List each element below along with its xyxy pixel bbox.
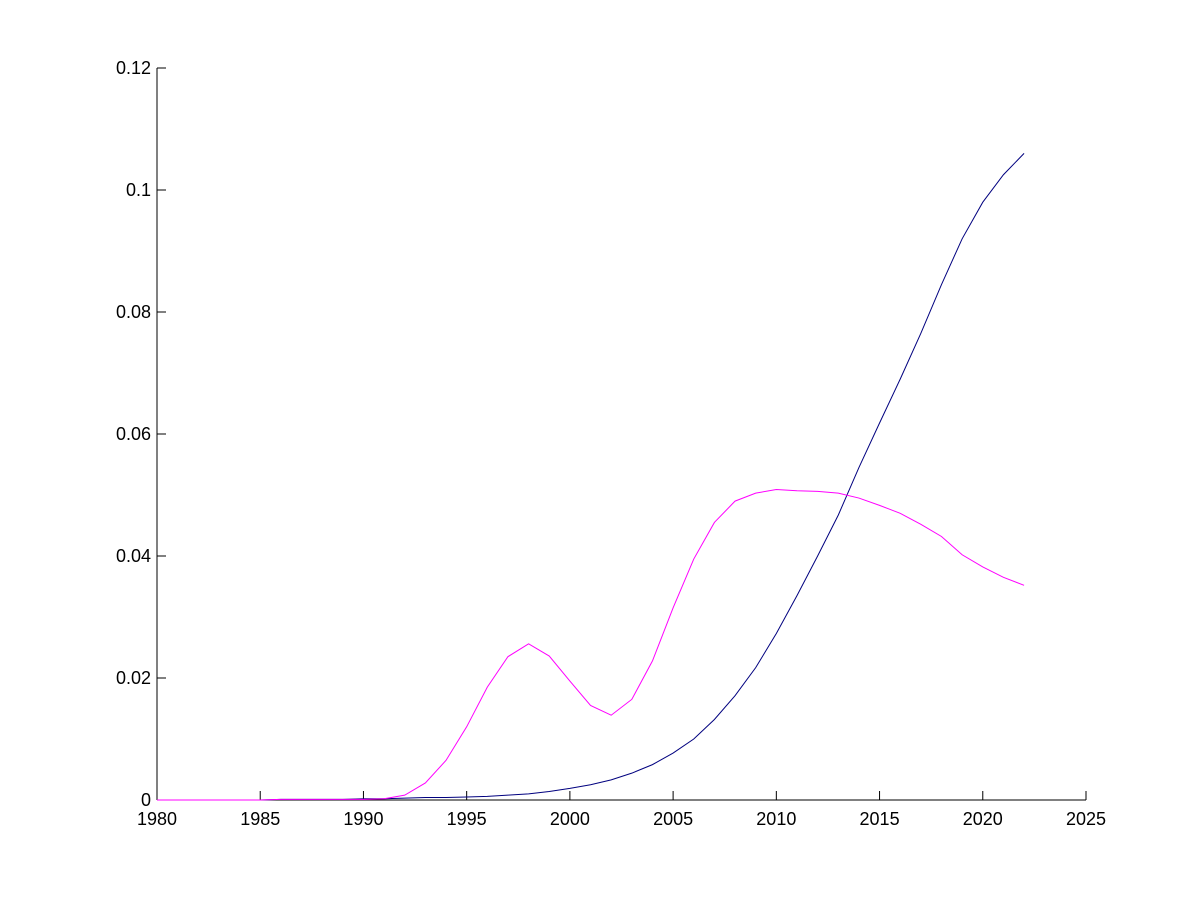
- y-tick-label: 0.1: [126, 180, 151, 200]
- x-tick-label: 1980: [137, 809, 177, 829]
- x-tick-label: 2025: [1066, 809, 1106, 829]
- y-tick-label: 0.06: [116, 424, 151, 444]
- y-tick-label: 0: [141, 790, 151, 810]
- x-tick-label: 2005: [653, 809, 693, 829]
- y-tick-label: 0.04: [116, 546, 151, 566]
- x-tick-label: 1985: [240, 809, 280, 829]
- x-tick-label: 2020: [963, 809, 1003, 829]
- x-tick-label: 2010: [756, 809, 796, 829]
- y-tick-label: 0.12: [116, 58, 151, 78]
- y-tick-label: 0.08: [116, 302, 151, 322]
- x-tick-label: 2015: [860, 809, 900, 829]
- y-tick-label: 0.02: [116, 668, 151, 688]
- x-tick-label: 1995: [447, 809, 487, 829]
- line-series: [157, 489, 1025, 801]
- x-tick-label: 1990: [343, 809, 383, 829]
- x-tick-label: 2000: [550, 809, 590, 829]
